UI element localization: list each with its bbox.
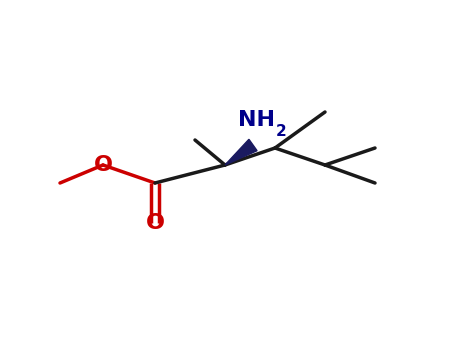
Text: O: O	[93, 155, 112, 175]
Polygon shape	[225, 139, 257, 165]
Text: NH: NH	[238, 110, 275, 130]
Text: O: O	[146, 213, 165, 233]
Text: 2: 2	[276, 124, 287, 139]
